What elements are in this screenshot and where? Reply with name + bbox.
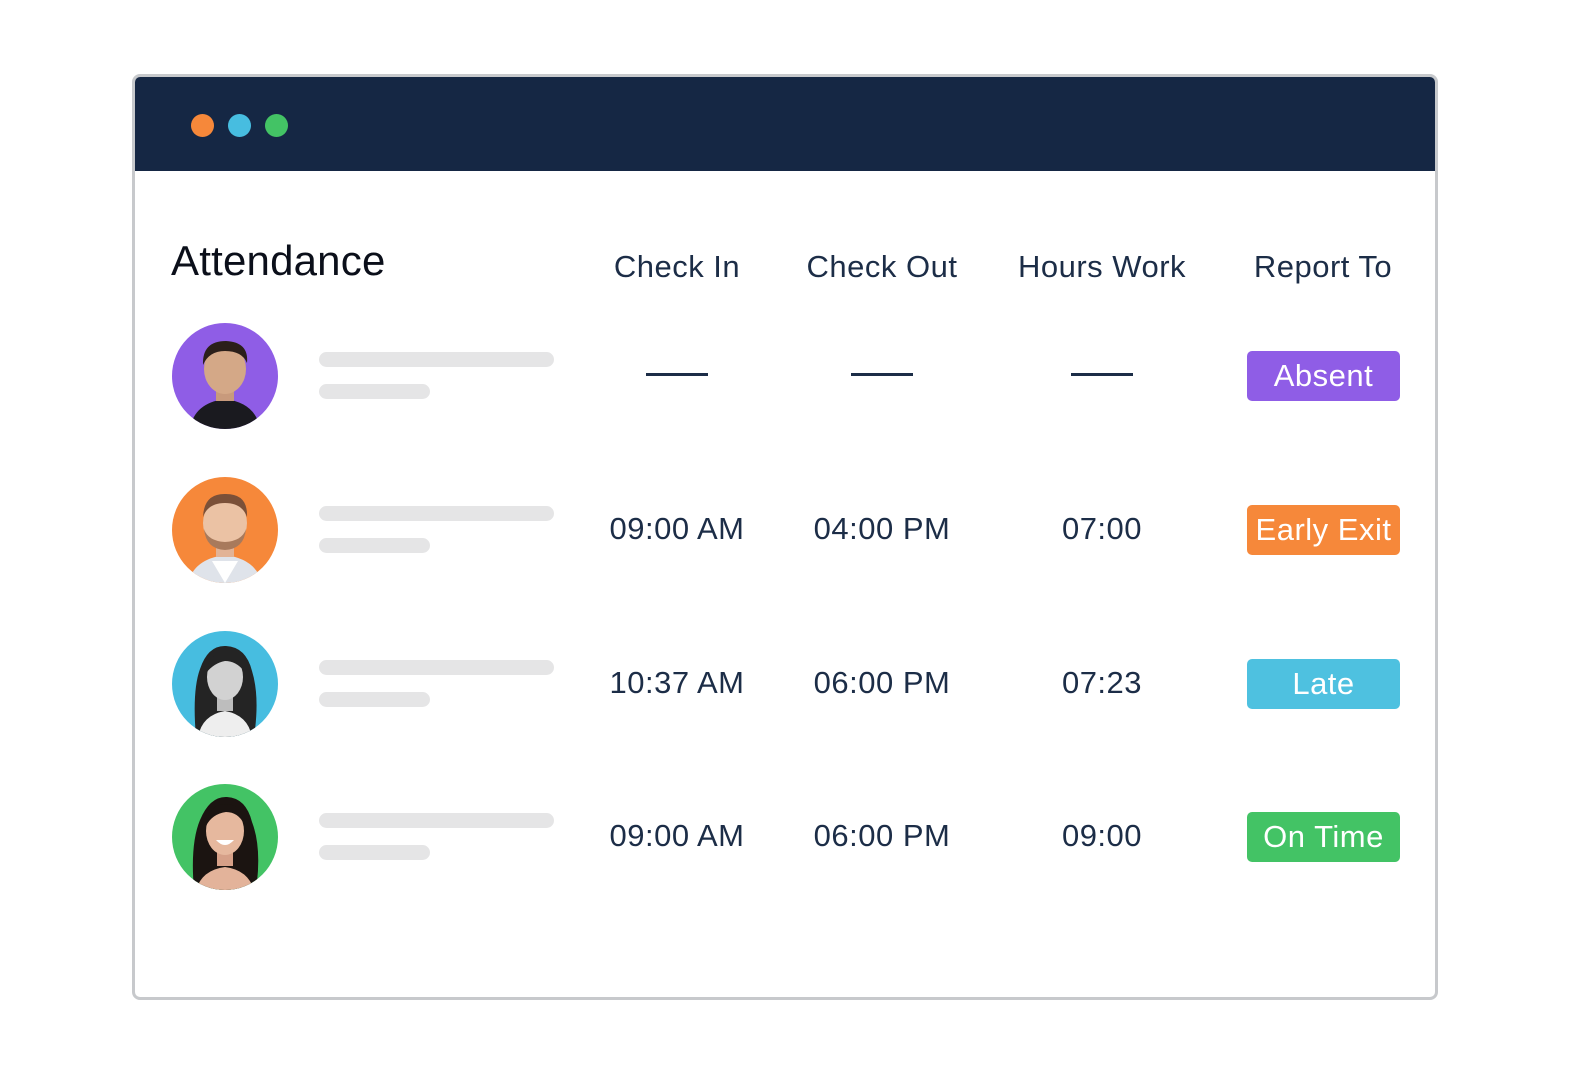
hours-empty-dash (1071, 373, 1133, 376)
check-out-time: 06:00 PM (813, 665, 951, 700)
check-out-empty-dash (851, 373, 913, 376)
role-placeholder-bar (319, 845, 430, 860)
check-in-time: 09:00 AM (609, 511, 745, 546)
title-bar (135, 77, 1435, 171)
name-placeholder-bar (319, 506, 554, 521)
table-row[interactable]: 09:00 AM 04:00 PM 07:00 Early Exit (135, 477, 1435, 587)
hours-worked: 07:23 (1061, 665, 1143, 700)
column-header-check-out: Check Out (806, 249, 958, 284)
page-title: Attendance (171, 237, 386, 284)
name-placeholder-bar (319, 660, 554, 675)
column-header-check-in: Check In (613, 249, 741, 284)
role-placeholder-bar (319, 384, 430, 399)
check-out-time: 04:00 PM (813, 511, 951, 546)
hours-worked: 07:00 (1061, 511, 1143, 546)
status-badge: Absent (1247, 351, 1400, 401)
avatar (172, 477, 278, 583)
app-window: Attendance Check In Check Out Hours Work… (132, 74, 1438, 1000)
person-portrait-man-beard-icon (172, 477, 278, 583)
check-out-time: 06:00 PM (813, 818, 951, 853)
status-badge: Late (1247, 659, 1400, 709)
role-placeholder-bar (319, 538, 430, 553)
avatar (172, 323, 278, 429)
person-portrait-woman-long-hair-icon (172, 631, 278, 737)
name-placeholder-bar (319, 352, 554, 367)
hours-worked: 09:00 (1061, 818, 1143, 853)
window-minimize-dot[interactable] (228, 114, 251, 137)
window-maximize-dot[interactable] (265, 114, 288, 137)
person-portrait-man-dark-hair-icon (172, 323, 278, 429)
person-portrait-woman-smiling-icon (172, 784, 278, 890)
avatar (172, 784, 278, 890)
table-row[interactable]: 10:37 AM 06:00 PM 07:23 Late (135, 631, 1435, 741)
window-close-dot[interactable] (191, 114, 214, 137)
check-in-time: 09:00 AM (609, 818, 745, 853)
column-header-hours-work: Hours Work (1017, 249, 1187, 284)
avatar (172, 631, 278, 737)
status-badge: Early Exit (1247, 505, 1400, 555)
status-badge: On Time (1247, 812, 1400, 862)
name-placeholder-bar (319, 813, 554, 828)
table-row[interactable]: Absent (135, 323, 1435, 433)
column-header-report-to: Report To (1253, 249, 1393, 284)
check-in-empty-dash (646, 373, 708, 376)
check-in-time: 10:37 AM (609, 665, 745, 700)
role-placeholder-bar (319, 692, 430, 707)
table-row[interactable]: 09:00 AM 06:00 PM 09:00 On Time (135, 784, 1435, 894)
